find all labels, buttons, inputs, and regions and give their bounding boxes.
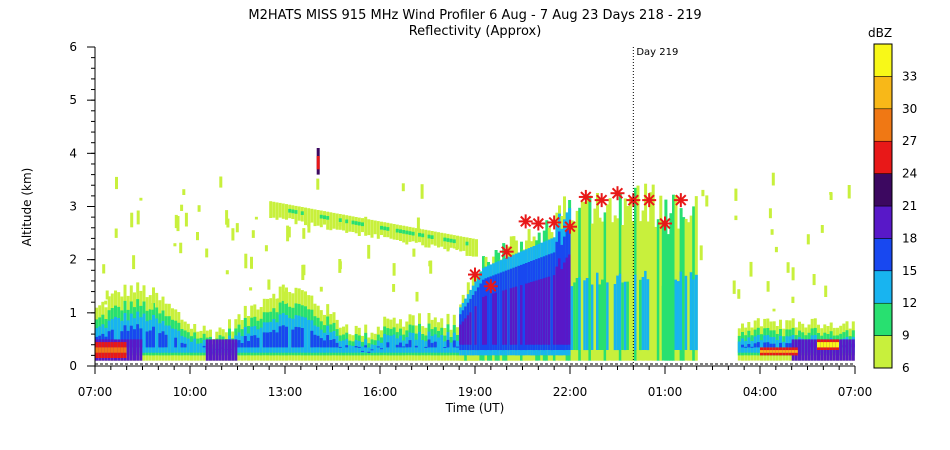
echo-top-star — [658, 216, 672, 231]
day-marker-label: Day 219 — [636, 47, 678, 58]
x-tick-label: 13:00 — [268, 385, 303, 399]
x-tick-label: 16:00 — [363, 385, 398, 399]
x-tick-label: 07:00 — [838, 385, 873, 399]
y-tick-label: 4 — [69, 146, 77, 160]
colorbar-swatch — [873, 43, 893, 77]
colorbar-tick-label: 15 — [902, 264, 917, 278]
colorbar-swatch — [873, 108, 893, 142]
colorbar-tick-label: 12 — [902, 296, 917, 310]
echo-top-star — [547, 215, 562, 230]
colorbar-swatch — [873, 205, 893, 239]
colorbar-swatch — [873, 302, 893, 336]
echo-top-star — [563, 219, 577, 234]
colorbar-frame — [873, 43, 893, 369]
echo-top-star — [673, 193, 688, 208]
x-tick-label: 10:00 — [173, 385, 208, 399]
colorbar-tick-label: 27 — [902, 134, 917, 148]
y-tick-label: 6 — [69, 40, 77, 54]
colorbar-tick-label: 30 — [902, 102, 917, 116]
colorbar-swatch — [873, 270, 893, 304]
colorbar-swatch — [873, 238, 893, 272]
x-tick-label: 04:00 — [743, 385, 778, 399]
y-tick-label: 2 — [69, 253, 77, 267]
echo-top-star — [594, 193, 609, 208]
colorbar-tick-label: 9 — [902, 329, 910, 343]
echo-top-star — [518, 214, 533, 229]
colorbar-tick-label: 18 — [902, 231, 917, 245]
colorbar-tick-label: 24 — [902, 167, 917, 181]
colorbar-swatch — [873, 335, 893, 369]
chart-title: M2HATS MISS 915 MHz Wind Profiler 6 Aug … — [248, 8, 702, 23]
x-tick-label: 01:00 — [648, 385, 683, 399]
colorbar-swatch — [873, 140, 893, 174]
echo-top-star — [483, 279, 498, 294]
colorbar-tick-label: 33 — [902, 69, 917, 83]
colorbar-tick-label: 21 — [902, 199, 917, 213]
echo-top-star — [468, 267, 482, 282]
x-tick-label: 22:00 — [553, 385, 588, 399]
echo-top-star — [642, 193, 657, 208]
y-tick-label: 5 — [69, 93, 77, 107]
y-tick-label: 3 — [69, 200, 77, 214]
colorbar-swatch — [873, 173, 893, 207]
echo-top-markers — [468, 186, 688, 294]
colorbar-swatch — [873, 76, 893, 110]
echo-top-star — [531, 216, 546, 231]
echo-top-star — [499, 244, 514, 259]
x-tick-label: 19:00 — [458, 385, 493, 399]
echo-top-star — [610, 186, 625, 201]
x-tick-label: 07:00 — [78, 385, 113, 399]
heatmap-cells — [95, 148, 855, 361]
colorbar-tick-label: 6 — [902, 361, 910, 375]
y-tick-label: 1 — [69, 306, 77, 320]
echo-top-star — [578, 189, 593, 204]
y-tick-label: 0 — [69, 359, 77, 373]
colorbar-unit-label: dBZ — [868, 26, 893, 40]
x-axis-label: Time (UT) — [445, 401, 505, 415]
chart-subtitle: Reflectivity (Approx) — [408, 24, 542, 39]
